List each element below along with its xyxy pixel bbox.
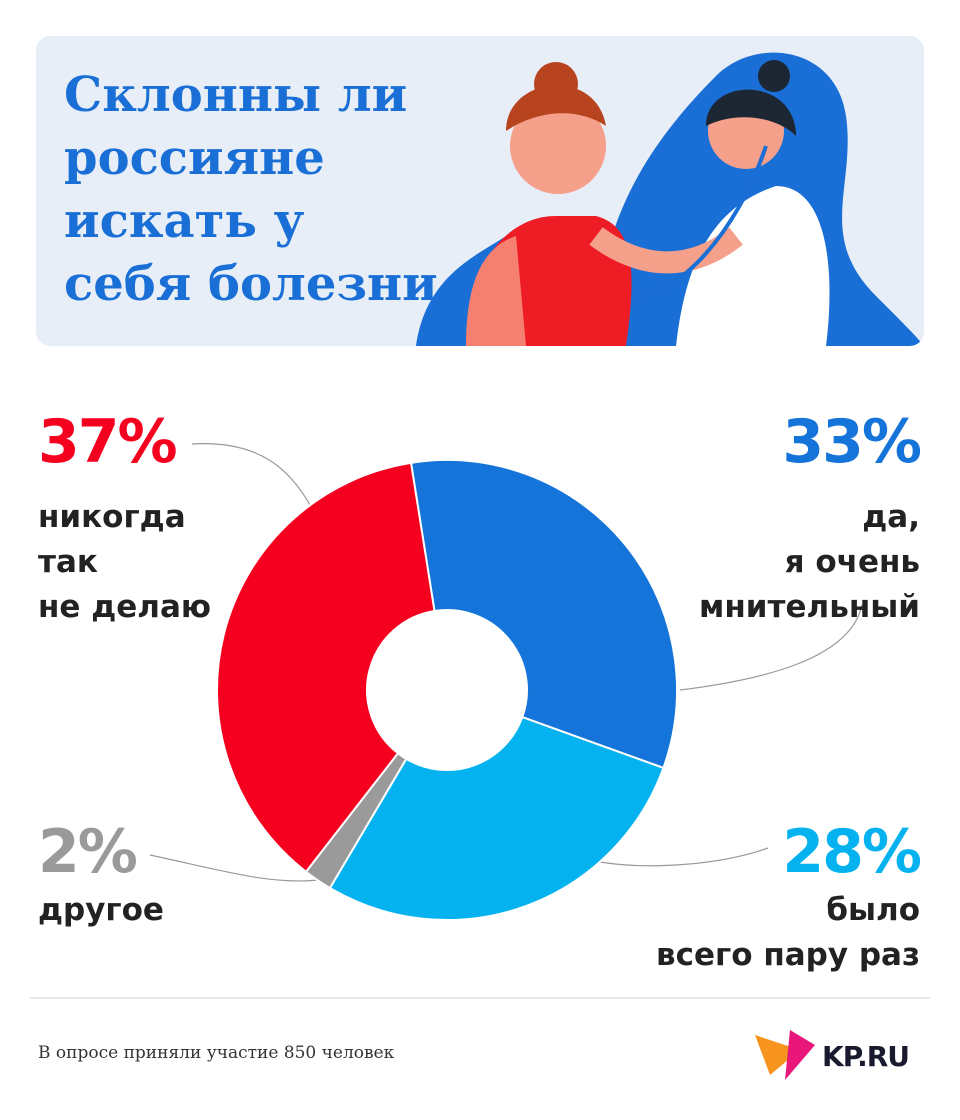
- chart-title: Склонны ли россияне искать у себя болезн…: [64, 67, 438, 312]
- leader-line: [599, 847, 769, 867]
- category-label: было всего пару раз: [656, 892, 920, 973]
- logo-bird: [755, 1035, 800, 1075]
- leader-line: [149, 854, 319, 882]
- value-label: 37%: [38, 407, 178, 477]
- category-label: другое: [38, 892, 164, 928]
- donut-slice: [216, 461, 436, 874]
- header-panel: [36, 36, 924, 346]
- leader-line: [679, 604, 863, 691]
- leader-line: [191, 443, 311, 506]
- donut-slice: [409, 459, 678, 770]
- footnote: В опросе приняли участие 850 человек: [38, 1043, 395, 1063]
- category-label: никогда так не делаю: [38, 499, 212, 625]
- illustration: [416, 52, 924, 346]
- category-label: да, я очень мнительный: [699, 499, 920, 625]
- logo-bird: [785, 1030, 815, 1080]
- value-label: 28%: [782, 817, 922, 887]
- value-label: 2%: [38, 817, 138, 887]
- logo: KP.RU: [822, 1040, 910, 1073]
- donut-slice: [328, 715, 665, 922]
- value-label: 33%: [782, 407, 922, 477]
